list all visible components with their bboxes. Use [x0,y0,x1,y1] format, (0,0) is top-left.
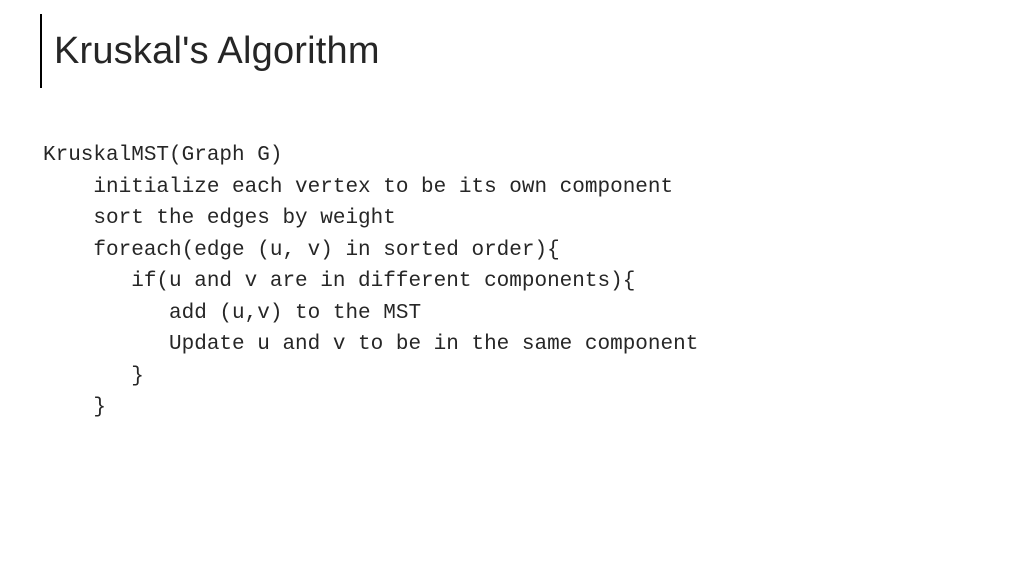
code-line: initialize each vertex to be its own com… [43,176,673,199]
code-line: sort the edges by weight [43,207,396,230]
pseudocode-block: KruskalMST(Graph G) initialize each vert… [43,140,698,424]
code-line: KruskalMST(Graph G) [43,144,282,167]
code-line: add (u,v) to the MST [43,302,421,325]
code-line: foreach(edge (u, v) in sorted order){ [43,239,560,262]
title-bar: Kruskal's Algorithm [40,14,380,88]
code-line: if(u and v are in different components){ [43,270,635,293]
code-line: } [43,365,144,388]
code-line: } [43,396,106,419]
slide-title: Kruskal's Algorithm [54,30,380,73]
code-line: Update u and v to be in the same compone… [43,333,698,356]
